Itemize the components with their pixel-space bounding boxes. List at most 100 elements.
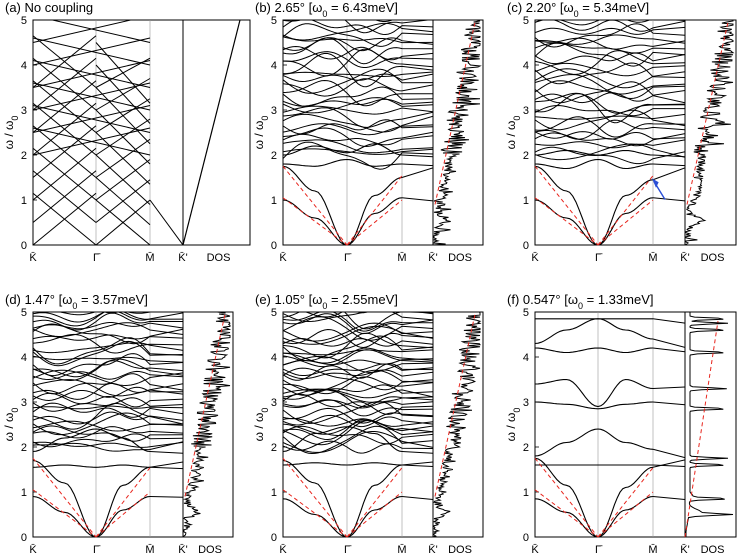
band-curve — [283, 141, 433, 170]
band-line — [33, 102, 97, 156]
band-curve — [283, 312, 433, 330]
x-label: K̄ — [531, 543, 539, 556]
band-curve — [652, 318, 685, 324]
band-curve — [149, 451, 183, 454]
band-curve — [283, 418, 433, 441]
red-dashed-guide — [597, 491, 654, 538]
band-curve — [283, 123, 433, 136]
band-curve — [33, 495, 151, 537]
band-curve — [401, 163, 433, 167]
dos-label: DOS — [207, 252, 231, 264]
band-curve — [33, 402, 183, 418]
band-curve — [283, 459, 403, 537]
band-line — [95, 177, 151, 226]
x-label: K̄' — [428, 543, 437, 556]
panel-title-part: (b) 2.65° [ω — [255, 0, 322, 15]
panel-title: (b) 2.65° [ω0 = 6.43meV] — [255, 0, 398, 19]
band-curve — [33, 355, 183, 363]
x-label: Γ̄ — [344, 252, 352, 264]
band-line — [95, 199, 151, 245]
band-curve — [401, 496, 433, 501]
band-line — [33, 57, 97, 111]
plot-frame — [32, 19, 251, 246]
band-curve — [652, 464, 685, 467]
x-label: K̄' — [680, 543, 689, 556]
band-curve — [283, 52, 433, 88]
panel-title: (c) 2.20° [ω0 = 5.34meV] — [507, 0, 649, 19]
red-dashed-guide — [32, 489, 97, 538]
y-tick-label: 4 — [271, 352, 277, 364]
y-axis-label-sub: 0 — [512, 408, 522, 413]
band-line — [33, 105, 151, 133]
band-curve — [33, 322, 183, 330]
dos-trend — [434, 314, 476, 497]
band-curve — [33, 459, 151, 537]
band-line — [33, 192, 97, 245]
band-curve — [401, 154, 433, 158]
band-curve — [283, 143, 403, 156]
band-curve — [535, 495, 654, 537]
band-curve — [652, 197, 685, 202]
y-tick-label: 1 — [523, 195, 529, 207]
x-label: Γ̄ — [93, 252, 101, 264]
band-curve — [283, 312, 433, 332]
y-tick-label: 0 — [523, 532, 529, 544]
y-tick-label: 5 — [523, 307, 529, 319]
dos-curve — [684, 20, 735, 246]
band-line — [33, 60, 151, 88]
band-curve — [33, 405, 183, 410]
band-curve — [283, 20, 433, 36]
band-curve — [535, 42, 685, 54]
panel-title-part: = 3.57meV] — [77, 292, 147, 307]
band-curve — [33, 312, 183, 323]
y-tick-label: 0 — [21, 240, 27, 252]
x-label: K̄ — [531, 251, 539, 264]
band-curve — [283, 363, 433, 381]
band-line — [33, 125, 97, 178]
y-tick-label: 3 — [523, 397, 529, 409]
band-curve — [283, 113, 433, 133]
y-tick-label: 2 — [271, 150, 277, 162]
band-curve — [283, 369, 433, 380]
y-tick-label: 3 — [523, 105, 529, 117]
dos-label: DOS — [198, 544, 222, 556]
red-dashed-guide — [282, 489, 348, 538]
band-curve — [535, 347, 654, 354]
band-curve — [535, 20, 685, 32]
panel-title: (a) No coupling — [5, 0, 93, 15]
band-curve — [283, 347, 433, 364]
band-curve — [401, 451, 433, 454]
band-curve — [535, 146, 685, 165]
band-line — [95, 154, 151, 205]
band-group — [283, 20, 433, 245]
band-curve — [283, 71, 433, 77]
band-line — [33, 82, 151, 111]
panel-title-sub: 0 — [72, 301, 77, 311]
band-curve — [535, 457, 654, 537]
band-curve — [283, 399, 433, 409]
band-curve — [33, 322, 183, 337]
band-curve — [33, 342, 183, 354]
red-dashed-guide — [95, 491, 151, 538]
red-dashed-guide — [597, 199, 654, 246]
band-curve — [33, 353, 183, 377]
y-tick-label: 1 — [271, 195, 277, 207]
x-label: Γ̄ — [93, 544, 101, 556]
red-dashed-guide — [534, 489, 599, 538]
dos-trend — [686, 22, 729, 205]
band-curve — [283, 332, 433, 359]
band-curve — [283, 399, 433, 417]
band-line — [33, 37, 151, 66]
dos-curve — [182, 311, 232, 538]
band-group — [33, 20, 183, 245]
band-curve — [535, 116, 685, 138]
y-tick-label: 4 — [271, 60, 277, 72]
blue-arrow-head — [651, 178, 659, 188]
band-curve — [283, 86, 433, 108]
y-tick-label: 0 — [21, 532, 27, 544]
dos-label: DOS — [448, 544, 472, 556]
band-curve — [33, 433, 183, 448]
band-group — [283, 312, 433, 537]
panel-title-sub: 0 — [322, 9, 327, 19]
